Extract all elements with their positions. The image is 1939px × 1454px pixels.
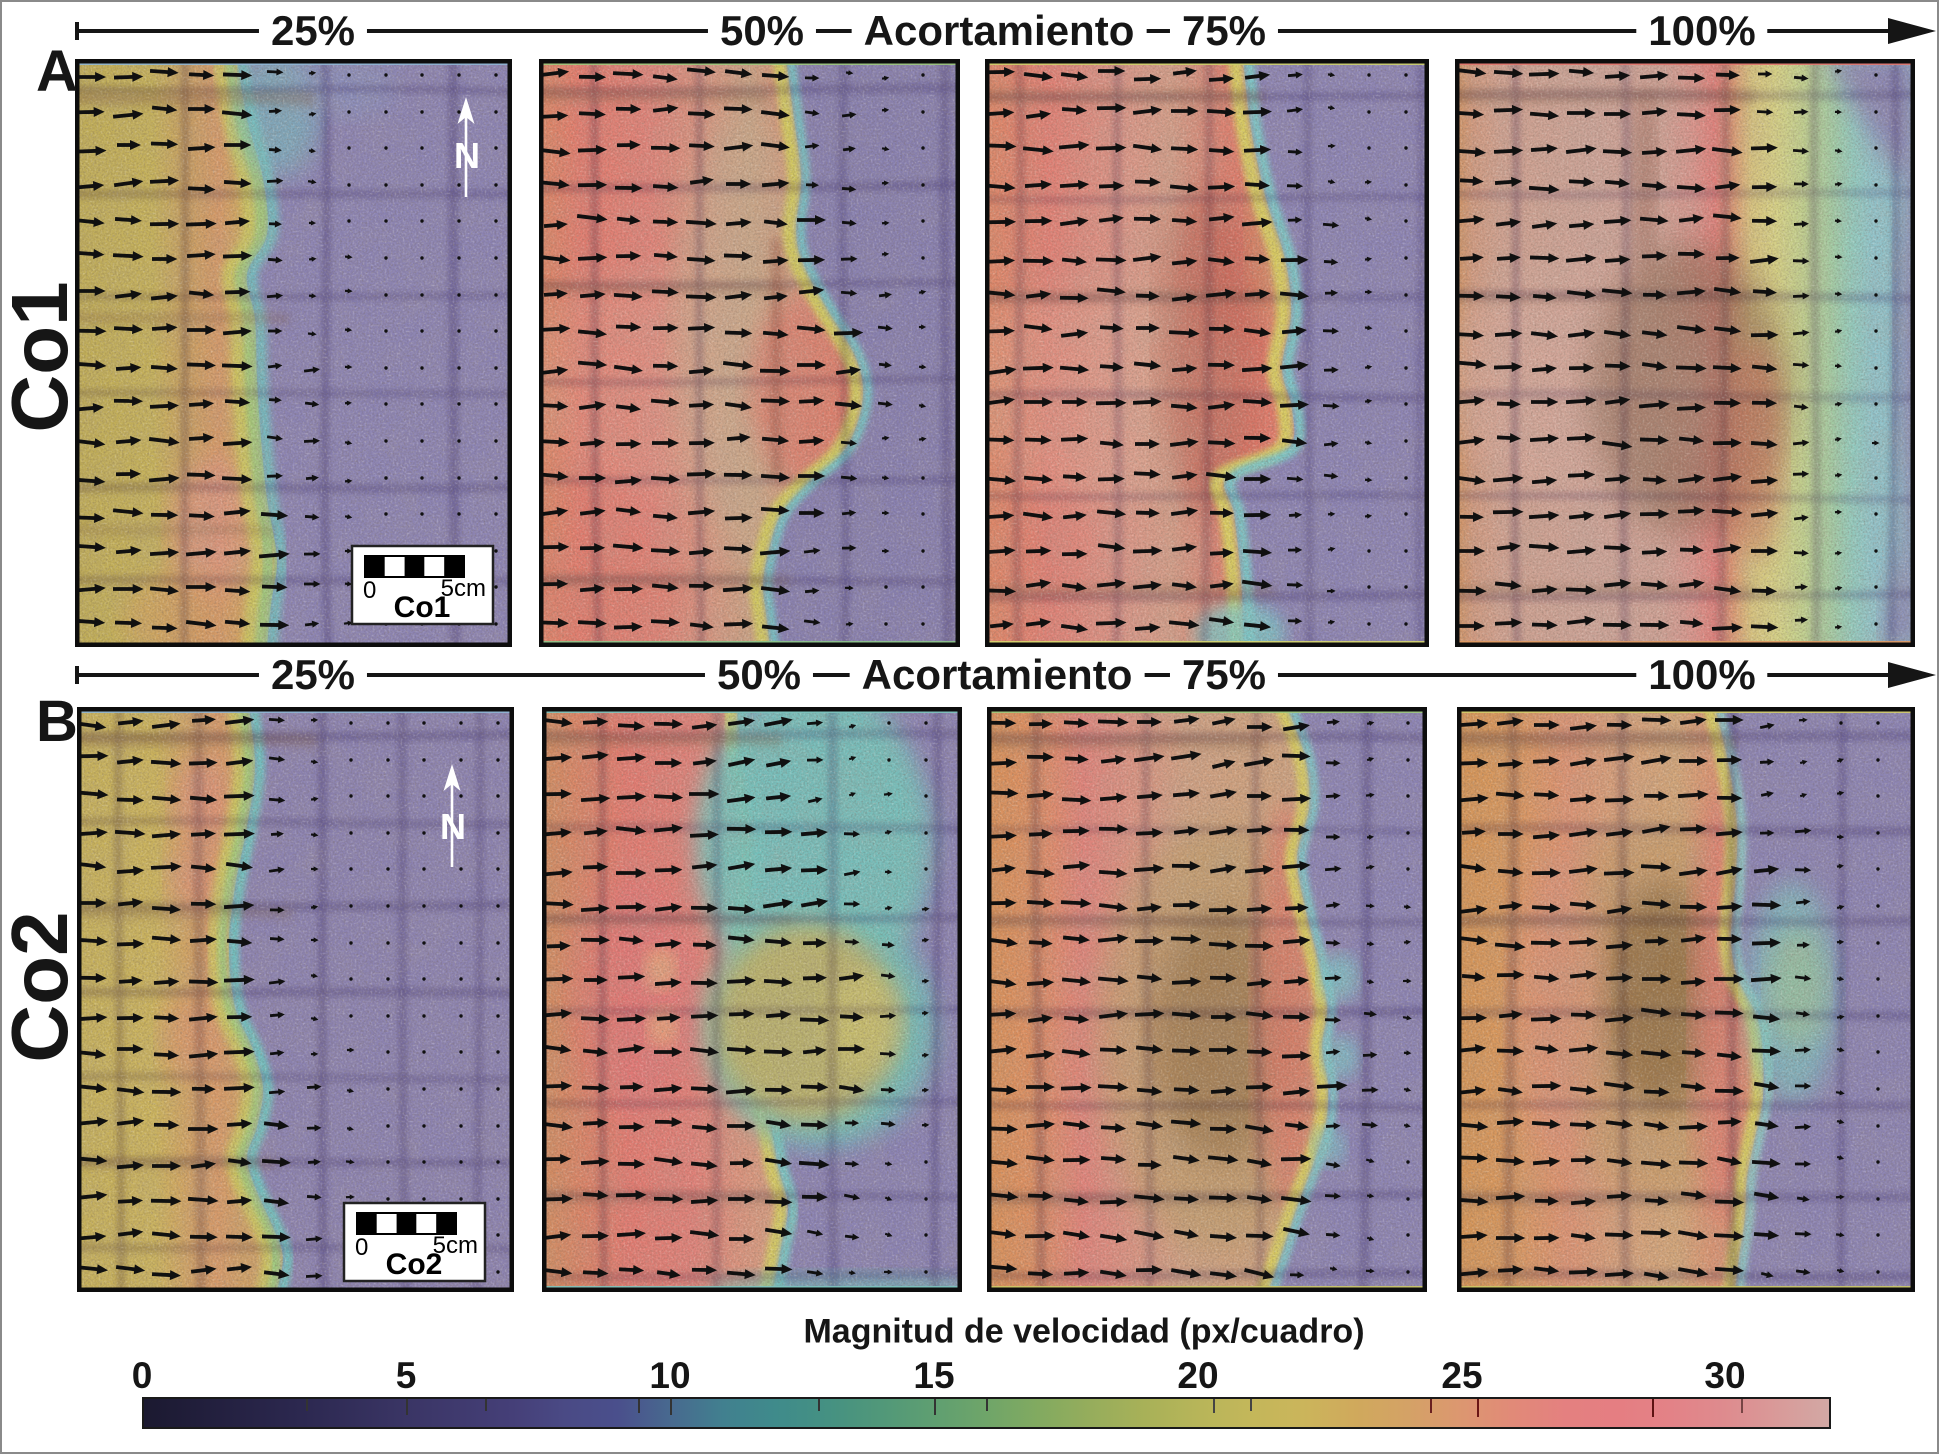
svg-text:Co1: Co1	[394, 591, 451, 624]
svg-text:Co2: Co2	[386, 1248, 443, 1281]
svg-text:N: N	[440, 806, 466, 847]
svg-text:5cm: 5cm	[441, 575, 486, 602]
svg-text:N: N	[454, 135, 480, 176]
svg-text:0: 0	[355, 1234, 368, 1261]
svg-text:0: 0	[363, 577, 376, 604]
svg-text:5cm: 5cm	[433, 1232, 478, 1259]
